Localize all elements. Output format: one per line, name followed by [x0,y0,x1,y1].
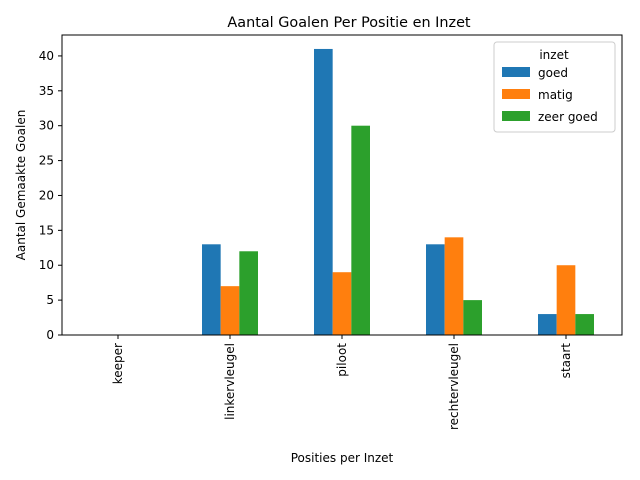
x-tick-label: piloot [335,343,349,377]
bar-linkervleugel-zeer-goed [239,251,258,335]
legend-title: inzet [539,48,569,62]
y-tick-label: 10 [39,258,54,272]
chart-title: Aantal Goalen Per Positie en Inzet [227,15,471,31]
x-axis-label: Posities per Inzet [291,451,394,465]
bar-rechtervleugel-goed [426,244,445,335]
y-axis-label: Aantal Gemaakte Goalen [14,110,28,261]
legend-items: goed matig zeer goed [502,66,598,124]
bar-rechtervleugel-matig [444,237,464,335]
legend-label: zeer goed [538,110,598,124]
y-tick-label: 30 [39,119,54,133]
x-tick-label: rechtervleugel [447,343,461,430]
bar-linkervleugel-matig [220,286,240,335]
y-tick-label: 0 [46,328,54,342]
bar-linkervleugel-goed [202,244,221,335]
y-tick-label: 40 [39,49,54,63]
bar-staart-matig [556,265,576,335]
bar-rechtervleugel-zeer-goed [463,300,482,335]
y-tick-label: 35 [39,84,54,98]
bar-piloot-matig [332,272,352,335]
legend-label: matig [538,88,573,102]
plot-frame [61,34,623,336]
bar-staart-zeer-goed [575,314,594,335]
legend: inzet goed matig zeer goed [493,41,616,133]
legend-swatch-goed [502,67,530,77]
bars-group [202,48,594,335]
y-tick-label: 15 [39,223,54,237]
y-tick-label: 25 [39,154,54,168]
y-tick-label: 5 [46,293,54,307]
legend-label: goed [538,66,568,80]
legend-box [493,41,616,133]
legend-swatch-matig [502,89,530,99]
legend-swatch-zeer-goed [502,111,530,121]
x-tick-label: linkervleugel [223,343,237,420]
bar-piloot-goed [314,48,333,335]
y-axis: 0 5 10 15 20 25 30 35 40 [39,49,62,342]
x-tick-label: keeper [111,343,125,384]
x-axis: keeper linkervleugel piloot rechtervleugel s… [111,335,573,430]
y-tick-label: 20 [39,188,54,202]
bar-piloot-zeer-goed [351,125,370,335]
bar-staart-goed [538,314,557,335]
x-tick-label: staart [559,343,573,379]
